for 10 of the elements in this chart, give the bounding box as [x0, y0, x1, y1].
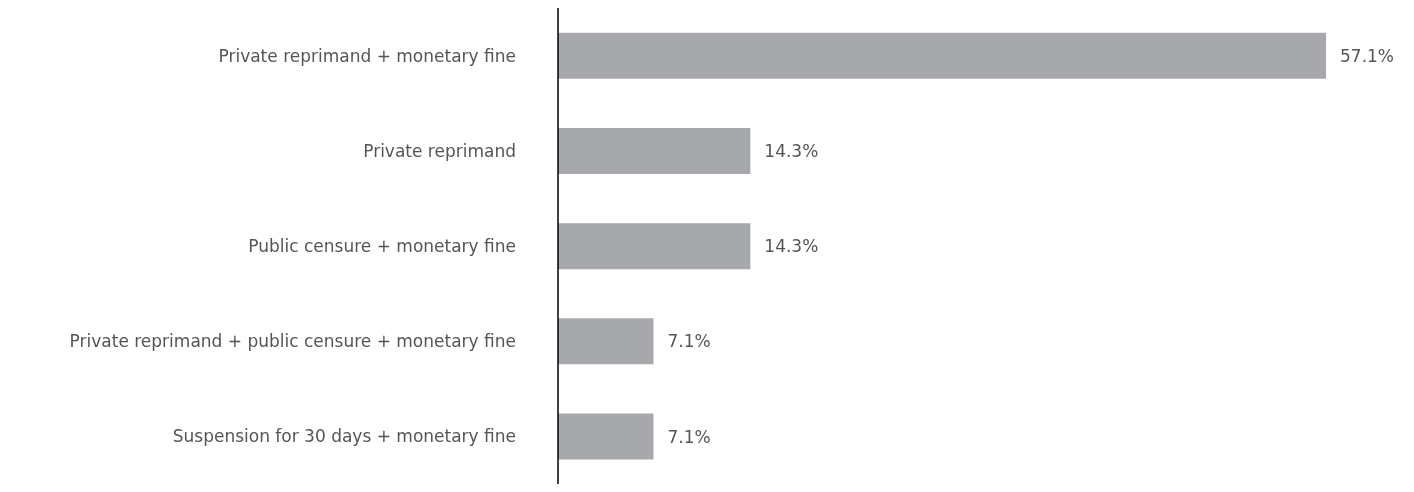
- data-label: 14.3%: [764, 236, 819, 257]
- data-label: 57.1%: [1340, 45, 1395, 66]
- data-label: 7.1%: [667, 331, 711, 352]
- y-tick-label: Public censure + monetary fine: [248, 236, 516, 257]
- y-tick-label: Private reprimand + public censure + monetary fine: [69, 331, 516, 352]
- data-label: 7.1%: [667, 426, 711, 447]
- y-tick-label: Private reprimand: [363, 140, 516, 161]
- y-tick-label: Suspension for 30 days + monetary fine: [172, 426, 516, 447]
- y-tick-label: Private reprimand + monetary fine: [218, 45, 516, 66]
- data-label: 14.3%: [764, 140, 819, 161]
